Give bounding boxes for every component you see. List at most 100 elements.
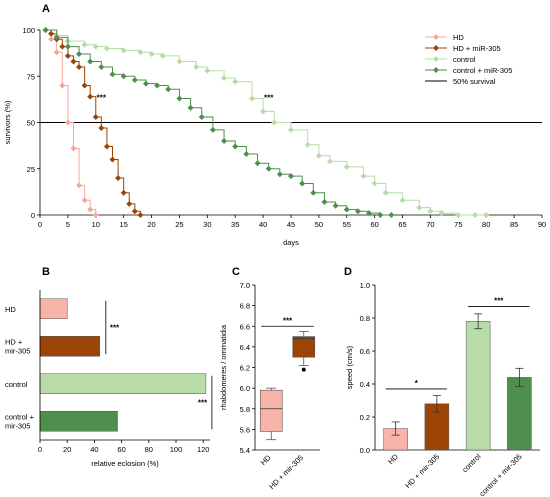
data-point bbox=[64, 43, 71, 50]
significance-label: *** bbox=[97, 93, 107, 102]
data-point bbox=[59, 82, 66, 89]
y-tick-label: 5.8 bbox=[240, 405, 250, 414]
data-point bbox=[159, 52, 166, 59]
box bbox=[292, 336, 316, 358]
significance-label: *** bbox=[198, 399, 208, 408]
data-point bbox=[232, 143, 239, 150]
outlier-point bbox=[301, 367, 306, 372]
y-axis-label: rhabdomeres / ommatidia bbox=[219, 324, 228, 410]
data-point bbox=[371, 180, 378, 187]
y-tick-label: 25 bbox=[27, 165, 35, 174]
data-point bbox=[271, 119, 278, 126]
y-tick-label: 0.0 bbox=[360, 446, 370, 455]
data-point bbox=[254, 160, 261, 167]
data-point bbox=[137, 212, 144, 218]
data-point bbox=[260, 108, 267, 115]
x-tick-label: 120 bbox=[197, 445, 210, 454]
x-tick-label: 85 bbox=[510, 220, 518, 229]
x-axis-label: days bbox=[283, 238, 299, 247]
significance-label: * bbox=[415, 379, 419, 388]
data-point bbox=[142, 80, 149, 87]
data-point bbox=[81, 197, 88, 204]
panel-c: C 5.4 5.6 5.8 6.0 6.2 6.4 6.6 6.8 7.0 rhabdomeres … bbox=[219, 266, 320, 491]
x-tick-label: 5 bbox=[66, 220, 70, 229]
y-tick-label: 6.6 bbox=[240, 322, 250, 331]
data-point bbox=[92, 43, 99, 50]
data-point bbox=[221, 75, 228, 82]
y-tick-label: 7.0 bbox=[240, 281, 250, 290]
significance-label: *** bbox=[283, 316, 293, 325]
data-point bbox=[131, 76, 138, 83]
legend-marker bbox=[433, 56, 439, 62]
data-point bbox=[76, 51, 83, 58]
data-point bbox=[366, 210, 373, 217]
significance-label: *** bbox=[264, 93, 274, 102]
x-tick-label: 0 bbox=[38, 445, 42, 454]
y-tick-label: 5.6 bbox=[240, 425, 250, 434]
x-tick-label: 10 bbox=[92, 220, 100, 229]
data-point bbox=[87, 93, 94, 100]
panel-a: A 0 5 10 15 20 25 30 35 40 45 50 55 60 65 70 75 80 85 90 0 25… bbox=[3, 3, 546, 247]
data-point bbox=[87, 58, 94, 65]
series-3 bbox=[42, 27, 490, 218]
x-tick-label: 25 bbox=[175, 220, 183, 229]
data-point bbox=[288, 126, 294, 133]
bar bbox=[507, 377, 532, 451]
category-label-line: HD + bbox=[5, 337, 23, 346]
x-tick-label: 65 bbox=[398, 220, 406, 229]
data-point bbox=[87, 206, 94, 213]
data-point bbox=[388, 212, 395, 218]
box-2 bbox=[292, 331, 316, 372]
data-point bbox=[209, 126, 216, 133]
data-point bbox=[276, 171, 283, 178]
x-tick-label: 30 bbox=[203, 220, 211, 229]
y-tick-label: 100 bbox=[22, 26, 35, 35]
x-tick-label: 80 bbox=[145, 445, 153, 454]
category-label-line: control + bbox=[5, 412, 35, 421]
y-tick-label: 0 bbox=[31, 211, 35, 220]
legend-marker bbox=[433, 45, 439, 51]
x-tick-label: 100 bbox=[170, 445, 183, 454]
data-point bbox=[131, 208, 138, 215]
data-point bbox=[126, 200, 133, 207]
legend-label: control + miR-305 bbox=[453, 66, 512, 75]
data-point bbox=[109, 156, 116, 163]
data-point bbox=[438, 210, 445, 217]
x-axis-label: relative eclosion (%) bbox=[91, 459, 159, 468]
legend-label: control bbox=[453, 55, 476, 64]
data-point bbox=[204, 67, 211, 74]
data-point bbox=[343, 206, 350, 213]
data-point bbox=[120, 47, 127, 54]
category-label: HD + mir-305 bbox=[403, 452, 441, 490]
y-tick-label: 0.2 bbox=[360, 413, 370, 422]
x-tick-label: 55 bbox=[343, 220, 351, 229]
data-point bbox=[332, 202, 339, 209]
category-label-line: mir-305 bbox=[5, 421, 30, 430]
data-point bbox=[53, 49, 60, 56]
data-point bbox=[243, 150, 250, 157]
data-point bbox=[382, 189, 389, 196]
bar bbox=[39, 411, 118, 432]
data-point bbox=[154, 82, 161, 89]
data-point bbox=[327, 158, 334, 165]
data-point bbox=[59, 43, 66, 50]
legend-marker bbox=[433, 34, 439, 40]
category-label: control + mir-305 bbox=[5, 412, 35, 430]
y-tick-label: 75 bbox=[27, 72, 35, 81]
data-point bbox=[310, 189, 317, 196]
x-tick-label: 75 bbox=[454, 220, 462, 229]
data-point bbox=[176, 58, 183, 65]
significance-label: *** bbox=[110, 324, 120, 333]
data-point bbox=[64, 52, 71, 59]
y-tick-label: 0.4 bbox=[360, 380, 370, 389]
y-tick-label: 0.6 bbox=[360, 347, 370, 356]
data-point bbox=[354, 208, 361, 215]
category-label: HD bbox=[259, 453, 273, 467]
data-point bbox=[64, 119, 71, 126]
panel-letter: C bbox=[232, 266, 240, 278]
y-axis-label: survivors (%) bbox=[3, 100, 12, 144]
data-point bbox=[115, 175, 122, 181]
x-tick-label: 70 bbox=[426, 220, 434, 229]
